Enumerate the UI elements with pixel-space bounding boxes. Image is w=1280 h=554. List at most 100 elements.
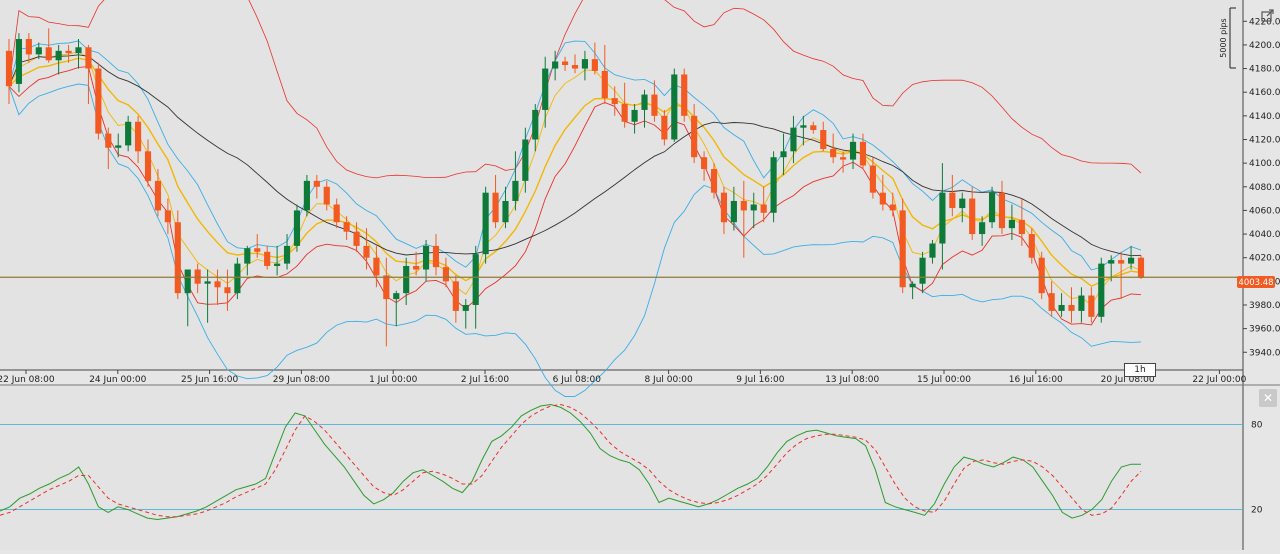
candle-body [244, 248, 251, 264]
candle-body [194, 269, 201, 284]
candle-body [95, 68, 102, 134]
candle-body [323, 186, 330, 205]
candle-body [1108, 260, 1115, 264]
candle-body [671, 74, 678, 140]
oscillator-plot-background [0, 386, 1243, 550]
candle-body [35, 47, 42, 55]
candle-body [482, 192, 489, 255]
candle-body [174, 222, 181, 294]
price-tick-label: 3960.00 [1249, 325, 1280, 335]
candle-body [889, 204, 896, 211]
close-pane-icon[interactable]: ✕ [1259, 389, 1277, 407]
candle-body [135, 121, 142, 152]
candle-body [154, 180, 162, 211]
price-tick-label: 4200.00 [1249, 41, 1280, 51]
candle-body [840, 157, 847, 160]
candle-body [681, 74, 688, 116]
candle-body [780, 151, 787, 158]
candle-body [1118, 260, 1125, 264]
oscillator-tick-label: 80 [1251, 420, 1263, 430]
popout-icon[interactable] [1258, 6, 1276, 24]
candle-body [452, 281, 459, 311]
candlestick-series [5, 28, 1145, 347]
candle-body [561, 61, 569, 66]
current-price-label: 4003.48 [1238, 278, 1273, 288]
time-tick-label: 25 Jun 16:00 [181, 375, 238, 385]
candle-body [621, 104, 628, 122]
candle-body [661, 115, 668, 140]
candle-body [869, 165, 876, 193]
candle-body [472, 254, 479, 305]
envelope-lower-line [8, 66, 1142, 326]
time-tick-label: 20 Jul 08:00 [1101, 375, 1155, 385]
candle-body [1078, 295, 1085, 311]
candle-body [1137, 257, 1145, 278]
price-axis-ticks: 3940.003960.003980.004000.004020.004040.… [1243, 17, 1280, 358]
candle-body [591, 59, 598, 71]
candle-body [820, 130, 827, 149]
price-tick-label: 4220.00 [1249, 17, 1280, 27]
candle-body [254, 248, 261, 252]
candle-body [125, 121, 132, 146]
candle-body [750, 204, 757, 211]
candle-body [65, 50, 72, 54]
candle-body [353, 231, 360, 246]
candle-body [85, 47, 92, 69]
candle-body [919, 257, 926, 284]
candle-body [979, 222, 986, 235]
time-tick-label: 16 Jul 16:00 [1009, 375, 1063, 385]
current-price-badge: 4003.48 [1237, 276, 1275, 288]
candle-body [611, 98, 618, 105]
oscillator-tick-label: 20 [1251, 506, 1263, 516]
candle-body [422, 245, 430, 270]
candle-body [1028, 234, 1035, 258]
candle-body [442, 267, 449, 282]
candle-body [1088, 295, 1095, 317]
candle-body [701, 157, 708, 170]
candle-body [571, 65, 579, 69]
candle-body [1068, 304, 1075, 311]
slow-ma-line [8, 57, 1142, 288]
candle-body [363, 245, 370, 258]
candle-body [234, 263, 241, 294]
candle-body [144, 151, 152, 181]
candle-body [899, 210, 906, 288]
candle-body [283, 245, 291, 264]
candle-body [691, 115, 698, 158]
candle-body [1018, 219, 1025, 235]
candle-body [790, 127, 797, 152]
candle-body [810, 125, 817, 131]
time-tick-label: 24 Jun 00:00 [89, 375, 146, 385]
candle-body [393, 293, 400, 300]
time-tick-label: 13 Jul 08:00 [825, 375, 879, 385]
bollinger-lower-line [8, 83, 1142, 397]
candle-body [383, 275, 390, 300]
candle-body [333, 204, 340, 223]
candle-body [1058, 304, 1065, 311]
candle-body [988, 192, 996, 223]
fast-ma-line [8, 51, 1142, 306]
candle-body [502, 200, 509, 223]
candle-body [164, 210, 171, 223]
candle-body [760, 204, 767, 213]
oscillator-axis-ticks: 80 20 [1251, 420, 1263, 515]
scale-indicator: 5000 pips [1219, 7, 1236, 69]
candle-body [224, 287, 231, 294]
time-tick-label: 22 Jun 08:00 [0, 375, 55, 385]
time-tick-label: 6 Jul 08:00 [553, 375, 602, 385]
stochastic-d-line [0, 403, 1142, 518]
candle-body [532, 109, 539, 140]
candle-body [115, 145, 122, 148]
time-tick-label: 2 Jul 16:00 [461, 375, 510, 385]
candle-body [1127, 257, 1135, 264]
candle-body [432, 245, 440, 268]
main-plot-background [0, 0, 1243, 370]
candle-body [939, 192, 946, 244]
candle-body [25, 39, 32, 55]
candle-body [710, 169, 718, 193]
candle-body [552, 61, 559, 69]
price-tick-label: 3980.00 [1249, 301, 1280, 311]
candle-body [55, 50, 62, 61]
